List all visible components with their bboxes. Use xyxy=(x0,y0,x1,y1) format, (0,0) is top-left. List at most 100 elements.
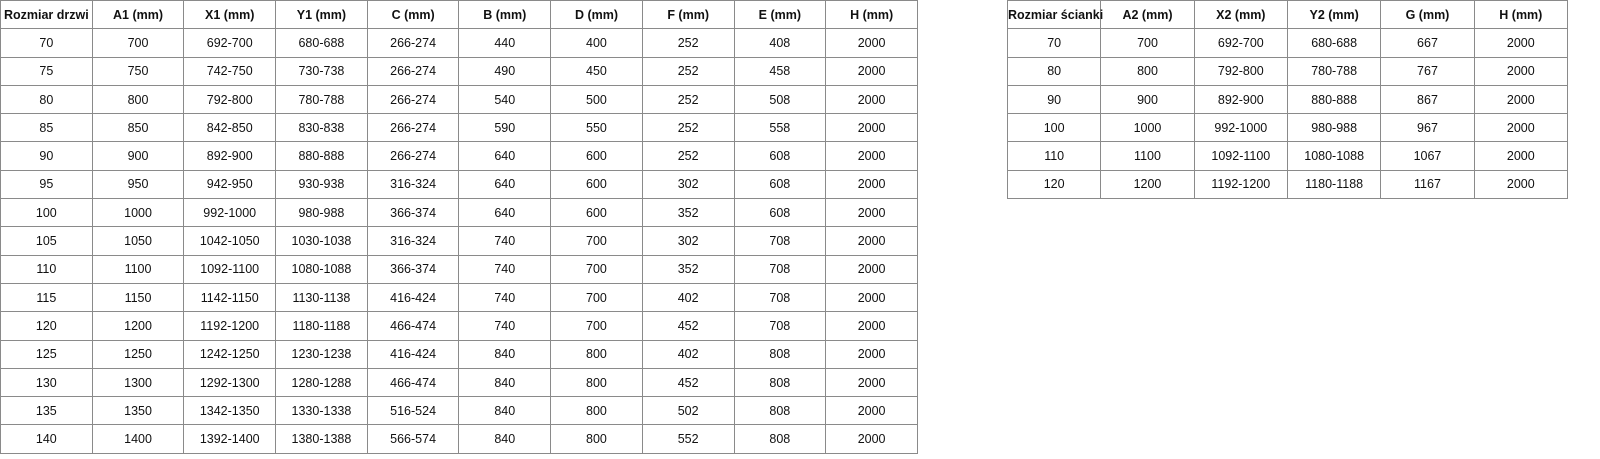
table-cell: 252 xyxy=(641,113,735,143)
header-row: Rozmiar drzwi A1 (mm) X1 (mm) Y1 (mm) C (mm)… xyxy=(0,0,918,30)
table-row: 75 750 742-750 730-738 266-274 490 450 252 458 20… xyxy=(0,56,918,86)
table-cell: 2000 xyxy=(825,339,918,369)
table-cell: 692-700 xyxy=(183,28,277,58)
table-cell: 900 xyxy=(1100,84,1195,115)
table-cell: 692-700 xyxy=(1193,28,1288,58)
table-cell: 302 xyxy=(641,169,735,200)
table-cell: 800 xyxy=(550,367,643,398)
column-header: X1 (mm) xyxy=(183,0,277,30)
table-cell: 558 xyxy=(733,113,827,143)
table-cell: 840 xyxy=(458,396,552,426)
table-cell: 992-1000 xyxy=(183,198,277,228)
table-cell: 1100 xyxy=(91,254,185,284)
table-row: 110 1100 1092-1100 1080-1088 366-374 740 700 35… xyxy=(0,254,918,284)
column-header: B (mm) xyxy=(458,0,552,30)
table-cell: 466-474 xyxy=(366,311,460,341)
table-row: 100 1000 992-1000 980-988 366-374 640 600 352 60… xyxy=(0,198,918,228)
table-cell: 740 xyxy=(458,254,552,284)
table-cell: 700 xyxy=(550,282,643,313)
table-cell: 780-788 xyxy=(275,84,368,115)
table-cell: 452 xyxy=(641,367,735,398)
table-row: 100 1000 992-1000 980-988 967 2000 xyxy=(1006,113,1569,143)
table-row: 140 1400 1392-1400 1380-1388 566-574 840 800 55… xyxy=(0,424,918,454)
table-cell: 2000 xyxy=(1473,28,1569,58)
table-cell: 416-424 xyxy=(366,282,460,313)
table-cell: 500 xyxy=(550,84,643,115)
column-header: H (mm) xyxy=(825,0,918,30)
table-cell: 1192-1200 xyxy=(1193,169,1288,200)
table-cell: 880-888 xyxy=(275,141,368,171)
table-cell: 1330-1338 xyxy=(275,396,368,426)
table-cell: 266-274 xyxy=(366,84,460,115)
table-cell: 110 xyxy=(1006,141,1102,171)
table-cell: 900 xyxy=(91,141,185,171)
table-cell: 850 xyxy=(91,113,185,143)
table-cell: 2000 xyxy=(1473,84,1569,115)
table-cell: 1150 xyxy=(91,282,185,313)
table-row: 125 1250 1242-1250 1230-1238 416-424 840 800 40… xyxy=(0,339,918,369)
table-cell: 590 xyxy=(458,113,552,143)
table-cell: 1067 xyxy=(1380,141,1475,171)
table-cell: 2000 xyxy=(825,226,918,256)
table-cell: 1050 xyxy=(91,226,185,256)
table-cell: 1042-1050 xyxy=(183,226,277,256)
table-cell: 1180-1188 xyxy=(1286,169,1382,200)
table-cell: 667 xyxy=(1380,28,1475,58)
table-cell: 600 xyxy=(550,141,643,171)
table-cell: 105 xyxy=(0,226,93,256)
table-cell: 75 xyxy=(0,56,93,86)
table-cell: 767 xyxy=(1380,56,1475,86)
table-cell: 135 xyxy=(0,396,93,426)
table-cell: 600 xyxy=(550,198,643,228)
table-cell: 640 xyxy=(458,141,552,171)
table-row: 120 1200 1192-1200 1180-1188 1167 2000 xyxy=(1006,169,1569,200)
table-cell: 1130-1138 xyxy=(275,282,368,313)
table-cell: 140 xyxy=(0,424,93,454)
table-cell: 730-738 xyxy=(275,56,368,86)
table-cell: 1200 xyxy=(1100,169,1195,200)
table-cell: 70 xyxy=(1006,28,1102,58)
table-cell: 2000 xyxy=(1473,169,1569,200)
table-cell: 302 xyxy=(641,226,735,256)
table-cell: 708 xyxy=(733,254,827,284)
table-row: 90 900 892-900 880-888 867 2000 xyxy=(1006,84,1569,115)
table-cell: 266-274 xyxy=(366,141,460,171)
table-cell: 1030-1038 xyxy=(275,226,368,256)
column-header: A1 (mm) xyxy=(91,0,185,30)
table-cell: 1142-1150 xyxy=(183,282,277,313)
table-cell: 115 xyxy=(0,282,93,313)
table-row: 85 850 842-850 830-838 266-274 590 550 252 558 20… xyxy=(0,113,918,143)
column-header: G (mm) xyxy=(1380,0,1475,30)
table-cell: 780-788 xyxy=(1286,56,1382,86)
table-cell: 1380-1388 xyxy=(275,424,368,454)
table-cell: 1300 xyxy=(91,367,185,398)
table-cell: 942-950 xyxy=(183,169,277,200)
table-cell: 316-324 xyxy=(366,226,460,256)
table-cell: 402 xyxy=(641,339,735,369)
column-header: D (mm) xyxy=(550,0,643,30)
table-cell: 1092-1100 xyxy=(183,254,277,284)
table-cell: 458 xyxy=(733,56,827,86)
table-row: 115 1150 1142-1150 1130-1138 416-424 740 700 40… xyxy=(0,282,918,313)
table-cell: 1000 xyxy=(1100,113,1195,143)
table-cell: 867 xyxy=(1380,84,1475,115)
table-cell: 1242-1250 xyxy=(183,339,277,369)
table-cell: 80 xyxy=(0,84,93,115)
table-cell: 930-938 xyxy=(275,169,368,200)
table-cell: 967 xyxy=(1380,113,1475,143)
table-cell: 2000 xyxy=(1473,56,1569,86)
table-cell: 750 xyxy=(91,56,185,86)
table-cell: 266-274 xyxy=(366,56,460,86)
table-cell: 840 xyxy=(458,424,552,454)
column-header: C (mm) xyxy=(366,0,460,30)
table-cell: 1000 xyxy=(91,198,185,228)
table-cell: 808 xyxy=(733,339,827,369)
table-cell: 452 xyxy=(641,311,735,341)
table-row: 105 1050 1042-1050 1030-1038 316-324 740 700 30… xyxy=(0,226,918,256)
table-cell: 992-1000 xyxy=(1193,113,1288,143)
header-row: Rozmiar ścianki A2 (mm) X2 (mm) Y2 (mm) G (m… xyxy=(1006,0,1569,30)
table-cell: 2000 xyxy=(825,254,918,284)
door-dimensions-table: Rozmiar drzwi A1 (mm) X1 (mm) Y1 (mm) C (mm)… xyxy=(0,0,918,454)
table-cell: 950 xyxy=(91,169,185,200)
table-row: 95 950 942-950 930-938 316-324 640 600 302 608 20… xyxy=(0,169,918,200)
